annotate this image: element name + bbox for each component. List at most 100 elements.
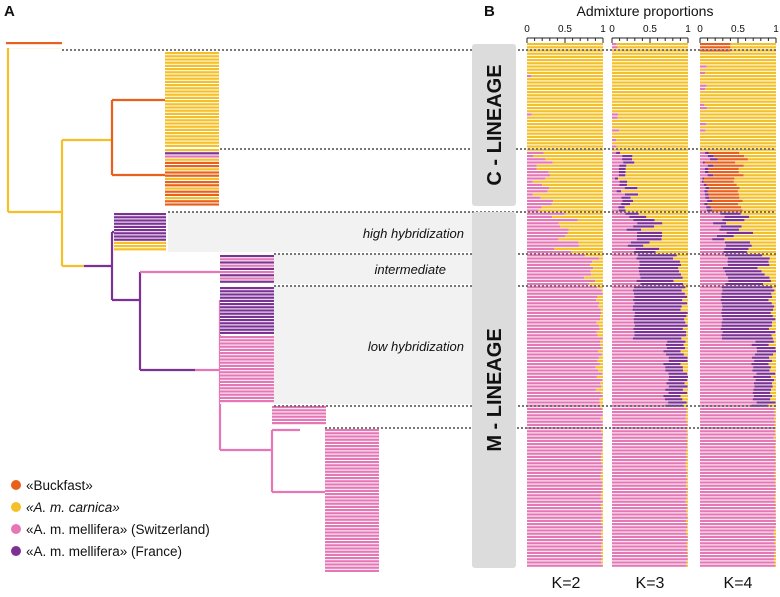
admix-k4-row-104-seg-1	[753, 375, 771, 378]
admix-k3-row-136-seg-1	[686, 478, 688, 481]
admix-k4-row-148-seg-0	[700, 516, 776, 519]
stack-low-swiss-line-14	[220, 380, 274, 383]
stack-low-france-line-4	[220, 299, 274, 302]
admix-k3-row-34-seg-0	[612, 151, 617, 154]
admix-k3-row-16-seg-1	[612, 94, 688, 97]
admix-k4-ticklabel-1: 0.5	[731, 24, 745, 35]
admix-k2-row-112-seg-1	[599, 401, 603, 404]
stack-high-line-8	[114, 238, 166, 241]
stack-low-france-line-2	[220, 293, 274, 296]
admix-k2-row-48-seg-0	[527, 196, 541, 199]
admix-k2-row-59-seg-1	[567, 231, 603, 234]
stack-intermediate	[220, 255, 274, 285]
admix-k3-row-43-seg-0	[612, 180, 620, 183]
admix-k2-row-158-seg-1	[601, 548, 603, 551]
stack-swiss-b-line-18	[325, 486, 379, 489]
admix-k3-row-43-seg-2	[627, 180, 688, 183]
admix-k4-row-147-seg-1	[775, 513, 776, 516]
admix-k3-row-96-seg-2	[680, 350, 688, 353]
stack-swiss-a-line-2	[272, 412, 326, 415]
admix-k2-row-145-seg-0	[527, 507, 602, 510]
admix-k4-row-40-seg-2	[708, 171, 739, 174]
admix-k2-row-143-seg-0	[527, 500, 603, 503]
admix-k2-ticklabel-1: 0.5	[558, 24, 572, 35]
admix-k4-row-46-seg-2	[707, 190, 738, 193]
admix-k2-row-37-seg-0	[527, 161, 553, 164]
admix-k3-row-142-seg-1	[686, 497, 688, 500]
admix-k3-row-26-seg-1	[612, 126, 688, 129]
admix-k2-row-117-seg-0	[527, 417, 601, 420]
admix-k4-row-69-seg-2	[769, 263, 776, 266]
admix-k3-row-151-seg-0	[612, 526, 688, 529]
admix-k3-row-77-seg-2	[681, 289, 688, 292]
admix-k4-row-149-seg-0	[700, 519, 776, 522]
stack-carnica-line-1	[165, 55, 219, 58]
admix-k2-row-111-seg-0	[527, 398, 600, 401]
stack-buckfast-line-2	[165, 155, 219, 158]
admix-k4-row-103-seg-0	[700, 372, 757, 375]
admix-k3-row-106-seg-2	[684, 382, 688, 385]
admix-k2-row-67-seg-0	[527, 257, 599, 260]
admix-k3-row-88-seg-0	[612, 324, 635, 327]
admix-k3-row-48-seg-0	[612, 196, 622, 199]
admix-k3-row-23-seg-0	[612, 116, 618, 119]
admix-k3-row-87-seg-0	[612, 321, 634, 324]
stack-swiss-b-line-9	[325, 457, 379, 460]
admix-k4-row-146-seg-0	[700, 510, 776, 513]
admix-k3-row-67-seg-2	[673, 257, 688, 260]
admix-k4-row-26-seg-1	[700, 126, 776, 129]
admix-k4-row-94-seg-0	[700, 343, 752, 346]
admix-k3-row-41-seg-2	[625, 174, 688, 177]
admix-k3-row-133-seg-0	[612, 468, 687, 471]
admix-k2-row-37-seg-1	[552, 161, 603, 164]
admix-k3-row-97-seg-0	[612, 353, 666, 356]
admix-k4-row-78-seg-1	[721, 292, 772, 295]
admix-k3-row-86-seg-0	[612, 318, 634, 321]
admix-k2-row-10-seg-1	[531, 75, 603, 78]
admix-k3-row-160-seg-1	[687, 555, 688, 558]
stack-intermediate-line-1	[220, 258, 274, 261]
admix-k3-row-139-seg-1	[687, 487, 688, 490]
admix-k3-row-79-seg-0	[612, 295, 635, 298]
admix-k2-row-163-seg-1	[602, 564, 603, 567]
admix-k3-row-75-seg-0	[612, 283, 641, 286]
legend: «Buckfast» «A. m. carnica» «A. m. mellif…	[11, 478, 210, 559]
stack-low-swiss-line-3	[220, 345, 274, 348]
legend-item-buckfast: «Buckfast»	[11, 478, 93, 493]
k4-label: K=4	[724, 575, 753, 592]
admix-k3-row-147-seg-0	[612, 513, 688, 516]
admix-k4-row-89-seg-0	[700, 327, 721, 330]
stack-carnica-line-11	[165, 87, 219, 90]
admix-k2-row-126-seg-1	[602, 446, 603, 449]
admix-k3-row-104-seg-0	[612, 375, 669, 378]
stack-high-line-4	[114, 225, 166, 228]
admix-k2-row-11-seg-1	[527, 78, 603, 81]
stack-buckfast-line-14	[165, 193, 219, 196]
admix-k2-row-89-seg-0	[527, 327, 600, 330]
stack-low-swiss-line-7	[220, 358, 274, 361]
admix-k3-row-60-seg-2	[662, 235, 688, 238]
admix-k4-row-53-seg-0	[700, 212, 721, 215]
admix-k3-row-63-seg-1	[627, 244, 644, 247]
admix-k3-row-58-seg-1	[626, 228, 642, 231]
admix-k3-row-45-seg-0	[612, 187, 625, 190]
admix-k3-row-53-seg-2	[638, 212, 688, 215]
stack-high-line-5	[114, 229, 166, 232]
admix-k4-row-71-seg-0	[700, 270, 725, 273]
admix-k4-row-14-seg-1	[705, 87, 776, 90]
admix-k4-row-145-seg-0	[700, 507, 776, 510]
admix-k3-row-124-seg-1	[687, 439, 688, 442]
admix-k2-row-120-seg-0	[527, 427, 602, 430]
stack-carnica-line-20	[165, 116, 219, 119]
admix-k4-row-27-seg-1	[705, 129, 776, 132]
admix-k4-row-97-seg-2	[773, 353, 776, 356]
stack-carnica-line-29	[165, 144, 219, 147]
admix-k4-row-66-seg-0	[700, 254, 725, 257]
admix-k4-row-124-seg-0	[700, 439, 776, 442]
admix-k3-row-36-seg-1	[622, 158, 633, 161]
admix-k2-row-162-seg-0	[527, 561, 602, 564]
admix-k2-row-107-seg-1	[601, 385, 603, 388]
admix-k4-row-163-seg-1	[775, 564, 776, 567]
k2-label: K=2	[552, 575, 581, 592]
stack-low-swiss-line-1	[220, 339, 274, 342]
